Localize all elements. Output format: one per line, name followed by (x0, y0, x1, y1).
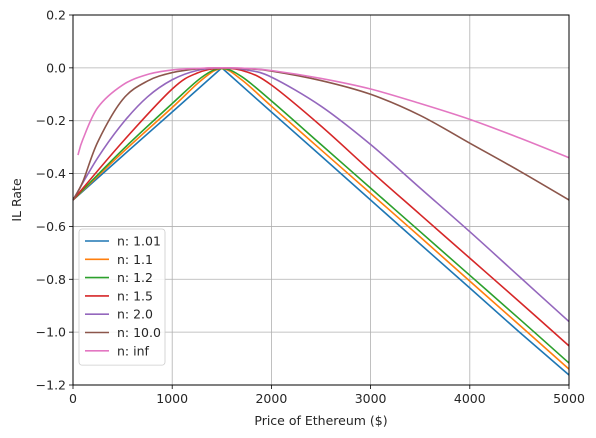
series-line (72, 67, 570, 323)
y-tick-label: 0.2 (46, 8, 66, 23)
y-tick-label: −0.8 (36, 272, 66, 287)
legend-label: n: 10.0 (117, 325, 161, 340)
legend-label: n: 2.0 (117, 307, 153, 322)
y-tick-label: −1.0 (36, 325, 66, 340)
y-tick-label: −1.2 (36, 378, 66, 393)
legend-label: n: 1.1 (117, 252, 153, 267)
series-line (72, 67, 570, 370)
y-tick-label: −0.4 (36, 166, 66, 181)
legend-label: n: inf (117, 343, 150, 358)
series-line (72, 67, 570, 376)
series-line (72, 67, 570, 347)
legend: n: 1.01 n: 1.1 n: 1.2 n: 1.5 n: 2.0 n: 10.0 n:… (78, 228, 166, 366)
legend-label: n: 1.2 (117, 270, 153, 285)
y-tick-label: 0.0 (46, 60, 66, 75)
x-tick-label: 0 (69, 391, 77, 406)
legend-label: n: 1.01 (117, 234, 161, 249)
x-tick-label: 4000 (454, 391, 486, 406)
legend-box (78, 228, 166, 366)
x-axis-label: Price of Ethereum ($) (254, 413, 387, 428)
series-line (77, 67, 570, 159)
x-tick-label: 1000 (156, 391, 188, 406)
y-tick-label: −0.6 (36, 219, 66, 234)
y-axis-label: IL Rate (9, 178, 24, 222)
series-line (72, 67, 570, 364)
legend-label: n: 1.5 (117, 288, 153, 303)
series-lines (72, 67, 570, 376)
axis-ticks: 0 1000 2000 3000 4000 5000 0.2 0.0 −0.2 −0.4 −0.6 −… (36, 8, 585, 407)
x-tick-label: 2000 (255, 391, 287, 406)
x-tick-label: 3000 (355, 391, 387, 406)
plot-frame (72, 14, 570, 386)
y-tick-label: −0.2 (36, 113, 66, 128)
x-tick-label: 5000 (553, 391, 585, 406)
